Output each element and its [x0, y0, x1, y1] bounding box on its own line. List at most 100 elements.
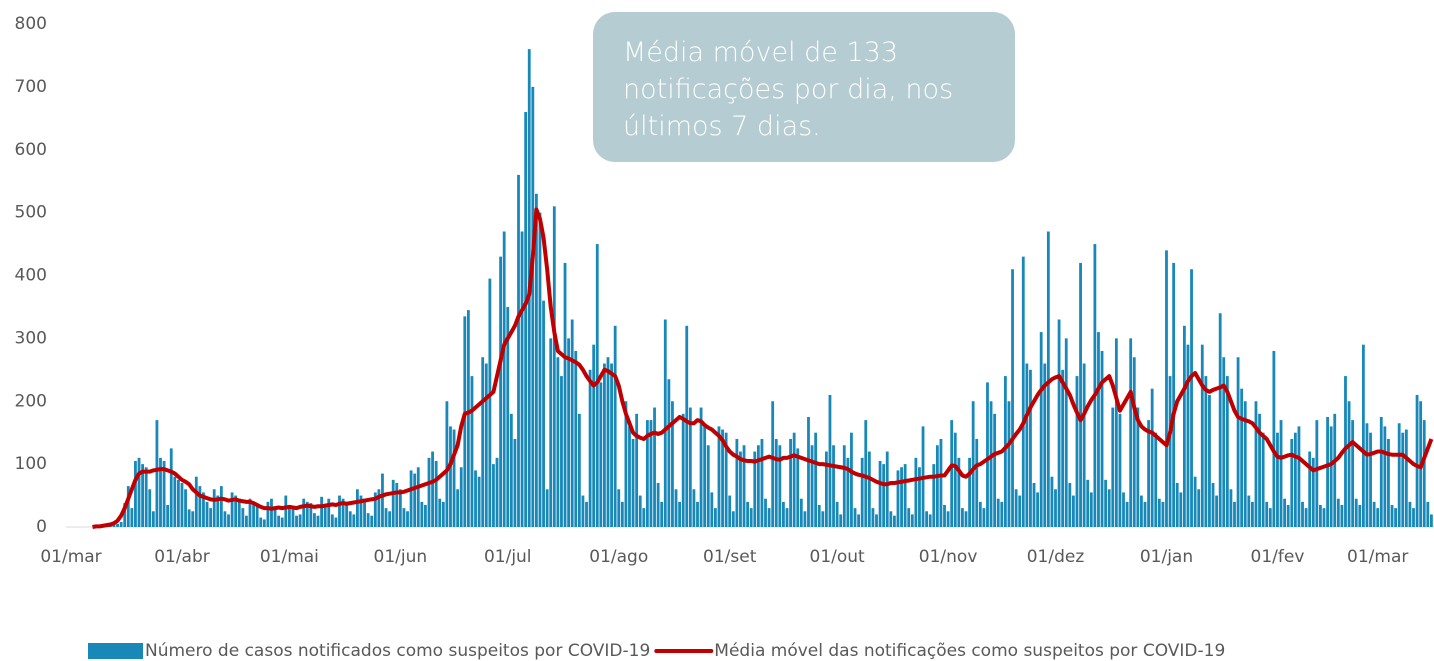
bar: [735, 438, 739, 527]
bar: [1014, 489, 1018, 527]
bar: [252, 501, 255, 527]
legend-swatch: [88, 643, 143, 659]
bar: [1247, 495, 1251, 527]
bar: [409, 470, 413, 527]
x-tick-label: 01/dez: [1027, 547, 1085, 567]
bar: [764, 498, 767, 527]
bar: [685, 325, 689, 527]
bar: [964, 511, 968, 527]
legend-label: Média móvel das notificações como suspei…: [714, 641, 1225, 661]
bar: [592, 344, 596, 527]
legend-label: Número de casos notificados como suspeit…: [145, 641, 650, 661]
bar: [280, 517, 284, 527]
bar: [1361, 344, 1365, 527]
bar: [549, 338, 553, 527]
bar: [212, 489, 216, 527]
bar: [620, 501, 624, 527]
bar: [681, 413, 685, 527]
x-tick-label: 01/jul: [484, 547, 532, 567]
bar: [119, 521, 123, 527]
bar: [245, 515, 248, 527]
bar: [1118, 413, 1122, 527]
bar: [753, 451, 757, 527]
bar: [696, 501, 699, 527]
bar: [671, 401, 674, 527]
bar: [209, 508, 213, 527]
bar: [1057, 319, 1061, 527]
bar: [137, 457, 141, 527]
bar: [1064, 338, 1068, 527]
bar: [889, 511, 893, 527]
bar: [1072, 495, 1075, 527]
bar: [1193, 476, 1197, 527]
bar: [1376, 508, 1380, 527]
bar: [1157, 498, 1161, 527]
bar: [1326, 416, 1329, 527]
bar: [1387, 438, 1390, 527]
bar: [144, 467, 148, 527]
x-tick-label: 01/fev: [1251, 547, 1305, 567]
bar: [667, 379, 671, 527]
x-tick-label: 01/jun: [374, 547, 428, 567]
bar: [230, 492, 234, 527]
bar: [363, 498, 366, 527]
bar: [438, 498, 442, 527]
bar: [1422, 420, 1426, 527]
bar: [219, 486, 223, 527]
bar: [1351, 420, 1355, 527]
x-tick-label: 01/mar: [40, 547, 101, 567]
bar: [373, 492, 377, 527]
bar: [653, 407, 656, 527]
bar: [796, 448, 800, 527]
bar: [1172, 262, 1176, 527]
bar: [1032, 482, 1036, 527]
bar: [692, 489, 696, 527]
bar: [381, 473, 384, 527]
bar: [126, 486, 130, 527]
bar: [309, 503, 313, 527]
bar: [799, 498, 803, 527]
bar: [950, 420, 954, 527]
bar: [907, 508, 911, 527]
bar: [588, 369, 592, 527]
bar: [1276, 432, 1279, 527]
bar: [1358, 504, 1362, 527]
bar: [427, 457, 431, 527]
x-tick-label: 01/set: [703, 547, 757, 567]
bar: [971, 401, 975, 527]
bar: [341, 498, 345, 527]
bar: [452, 429, 456, 527]
bar: [739, 451, 742, 527]
bar: [953, 432, 957, 527]
bar: [495, 457, 499, 527]
bar: [1229, 489, 1233, 527]
bar: [914, 457, 918, 527]
bar: [706, 445, 710, 527]
bar: [1254, 401, 1258, 527]
bar: [513, 438, 517, 527]
bar: [320, 496, 323, 527]
bar: [1279, 420, 1283, 527]
bar: [398, 489, 402, 527]
bar: [853, 508, 857, 527]
bar: [1089, 492, 1093, 527]
bar: [270, 498, 273, 527]
bar: [302, 498, 306, 527]
bar: [316, 515, 320, 527]
bar: [893, 515, 896, 527]
bar: [824, 451, 828, 527]
bar: [688, 407, 692, 527]
bar: [789, 438, 792, 527]
bar: [474, 470, 477, 527]
bar: [771, 401, 775, 527]
bar: [1319, 504, 1322, 527]
bar: [449, 426, 452, 527]
bar: [388, 511, 392, 527]
bar: [871, 508, 875, 527]
bar: [1315, 420, 1319, 527]
x-tick-label: 01/out: [810, 547, 866, 567]
bar: [1329, 426, 1333, 527]
bar: [1186, 344, 1190, 527]
bar: [1154, 432, 1158, 527]
